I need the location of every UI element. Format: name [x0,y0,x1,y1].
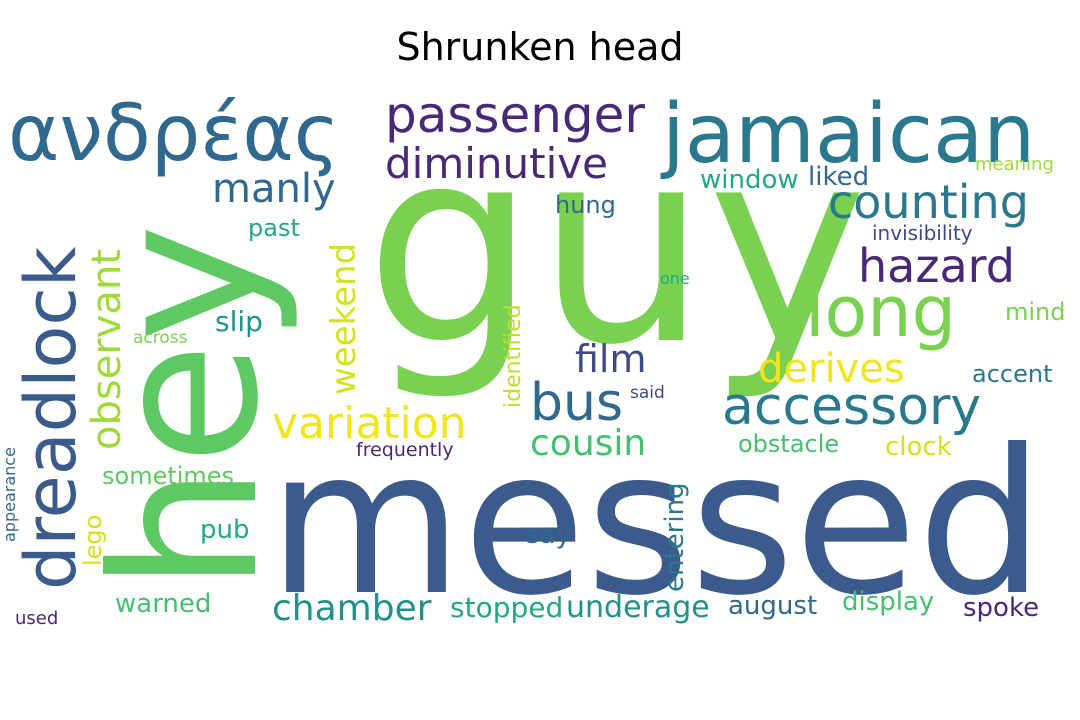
word-long: long [805,271,956,353]
word-derives: derives [758,346,905,392]
word-accent: accent [972,360,1052,388]
word-slip: slip [215,305,263,338]
word-past: past [248,214,300,242]
word-say: say [526,520,571,550]
word-august: august [728,591,817,621]
word-sometimes: sometimes [102,462,234,490]
word-passenger: passenger [385,86,645,144]
chart-title: Shrunken head [396,25,683,69]
word-meaning: meaning [975,154,1054,175]
word-used: used [15,608,58,629]
word-pub: pub [200,515,250,545]
word-jamaican: jamaican [660,87,1035,182]
word-entering: entering [660,482,690,592]
word-messed: messed [268,407,1044,640]
word-hazard: hazard [858,239,1015,293]
word-counting: counting [828,175,1029,229]
word-film: film [575,337,647,381]
word-spoke: spoke [963,593,1039,623]
word-across: across [133,328,188,348]
word-window: window [700,165,799,195]
word-chamber: chamber [272,588,432,629]
word-guy: guy [365,89,867,404]
word-manly: manly [212,166,336,212]
word-hung: hung [555,191,616,219]
word-warned: warned [115,589,211,619]
word-observant: observant [84,249,130,450]
word-variation: variation [272,398,467,449]
word-identified: identified [501,304,526,408]
word-stopped: stopped [450,591,563,624]
word-diminutive: diminutive [385,139,608,188]
word-liked: liked [808,162,869,192]
word-bus: bus [530,373,623,433]
word-hey: hey [70,224,303,592]
word-accessory: accessory [722,377,981,437]
word-display: display [842,587,934,617]
word-dreadlock: dreadlock [10,246,92,590]
word-said: said [630,383,665,403]
word-underage: underage [566,590,710,625]
word-mind: mind [1005,298,1066,326]
word-lego: lego [79,515,107,566]
word-weekend: weekend [324,243,364,395]
word-frequently: frequently [356,439,454,461]
word-invisibility: invisibility [872,221,973,245]
word-clock: clock [885,432,952,462]
word-obstacle: obstacle [738,430,839,458]
word-one: one [660,269,690,288]
word-appearance: appearance [0,447,19,542]
word-andreas: ανδρέας [8,89,340,179]
word-cousin: cousin [530,423,646,464]
